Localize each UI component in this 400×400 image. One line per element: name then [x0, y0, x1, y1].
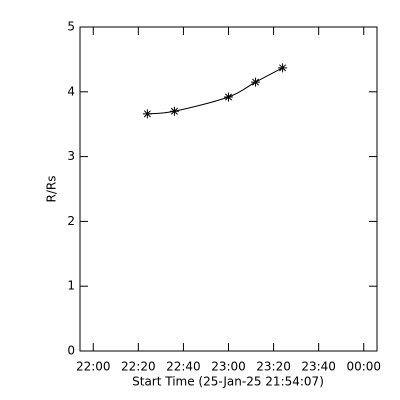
y-axis-label: R/Rs — [45, 176, 59, 203]
x-axis-label: Start Time (25-Jan-25 21:54:07) — [132, 375, 324, 389]
data-point — [251, 77, 261, 87]
data-point — [142, 109, 152, 119]
fit-line — [147, 67, 283, 115]
x-tick-label: 22:40 — [166, 360, 201, 374]
x-tick-label: 00:00 — [346, 360, 381, 374]
x-tick-label: 23:00 — [211, 360, 246, 374]
data-point — [278, 63, 288, 73]
y-tick-label: 3 — [67, 149, 75, 163]
plot-frame — [79, 26, 378, 352]
y-tick-label: 0 — [67, 344, 75, 358]
data-point — [169, 106, 179, 116]
y-tick-label: 5 — [67, 20, 75, 34]
x-tick-label: 22:20 — [121, 360, 156, 374]
y-tick-label: 4 — [67, 84, 75, 98]
x-tick-label: 23:40 — [301, 360, 336, 374]
y-tick-label: 2 — [67, 214, 75, 228]
x-tick-label: 23:20 — [256, 360, 291, 374]
x-tick-label: 22:00 — [76, 360, 111, 374]
y-tick-label: 1 — [67, 279, 75, 293]
data-point — [224, 92, 233, 102]
